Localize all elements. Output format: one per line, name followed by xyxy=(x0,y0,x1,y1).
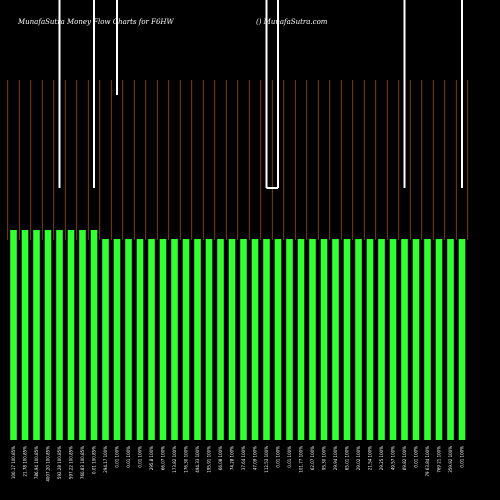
x-tick-label: 112.53 100% xyxy=(264,446,269,473)
x-tick-label: 0.01 100% xyxy=(126,446,131,468)
x-tick-label: 176.30 100% xyxy=(184,446,189,473)
x-tick-label: 0.01 100% xyxy=(460,446,465,468)
x-tick-label: 494.33 100% xyxy=(195,446,200,473)
x-tick-label: 0.01 100% xyxy=(115,446,120,468)
x-tick-label: 294.17 100% xyxy=(103,446,108,473)
bar xyxy=(10,230,17,440)
bar xyxy=(447,239,454,440)
x-tick-label: 49.57 100% xyxy=(391,446,396,470)
bar xyxy=(125,239,132,440)
x-tick-label: 0.01 100.85% xyxy=(92,446,97,474)
bar xyxy=(389,239,397,440)
x-tick-label: 47.09 100% xyxy=(253,446,258,470)
x-tick-label: 4007.20 100.85% xyxy=(46,446,51,482)
bar xyxy=(424,239,431,440)
bar xyxy=(343,239,351,440)
x-tick-label: 0.01 100% xyxy=(138,446,143,468)
bar xyxy=(79,230,86,440)
x-tick-label: 62.07 100% xyxy=(310,446,315,470)
bar xyxy=(412,239,420,440)
x-tick-label: 592.28 100.85% xyxy=(57,446,62,479)
x-tick-label: 66.07 100% xyxy=(161,446,166,470)
x-tick-label: 359.92 100% xyxy=(448,446,453,473)
bar xyxy=(67,230,75,440)
bar xyxy=(21,230,29,440)
bar xyxy=(33,230,40,440)
x-tick-label: 295.8 100% xyxy=(149,446,154,470)
bar xyxy=(171,239,178,440)
x-tick-label: 0.01 100% xyxy=(287,446,292,468)
x-tick-label: 37.64 100% xyxy=(241,446,246,470)
x-tick-label: 66.08 100% xyxy=(218,446,223,470)
x-tick-label: 769 21 100% xyxy=(437,446,442,473)
x-tick-label: 29.02 100% xyxy=(356,446,361,470)
x-tick-label: 760.83 100.85% xyxy=(80,446,85,479)
x-tick-label: 95.30 100% xyxy=(322,446,327,470)
bar xyxy=(159,239,167,440)
bar xyxy=(332,239,339,440)
chart-title: MunafaSutra Money Flow Charts for F6HW xyxy=(17,18,175,26)
bar xyxy=(435,239,443,440)
chart-subtitle: () MunafaSutra.com xyxy=(256,18,328,26)
bar xyxy=(366,239,374,440)
bar xyxy=(320,239,328,440)
bar xyxy=(113,239,121,440)
x-tick-label: 100.17 100.85% xyxy=(11,446,16,479)
x-tick-label: 101.77 100% xyxy=(299,446,304,473)
bar xyxy=(44,230,52,440)
bar xyxy=(56,230,63,440)
bar xyxy=(297,239,305,440)
bar xyxy=(90,230,98,440)
x-tick-label: 69.82 100% xyxy=(402,446,407,470)
bar xyxy=(136,239,144,440)
x-tick-label: 21.54 100% xyxy=(368,446,373,470)
bar xyxy=(286,239,293,440)
x-tick-label: 597.22 100.85% xyxy=(69,446,74,479)
x-tick-label: 21.78 100.85% xyxy=(23,446,28,477)
bar xyxy=(458,239,466,440)
x-tick-label: 786.94 100.85% xyxy=(34,446,39,479)
bar xyxy=(274,239,282,440)
x-tick-label: 79 63.84 100% xyxy=(425,446,430,477)
bar xyxy=(251,239,259,440)
bar xyxy=(378,239,385,440)
bar xyxy=(148,239,155,440)
bar xyxy=(102,239,109,440)
x-tick-label: 0.01 100% xyxy=(276,446,281,468)
x-tick-label: 173.82 100% xyxy=(172,446,177,473)
x-tick-label: 29.25 100% xyxy=(379,446,384,470)
x-tick-label: 195.91 100% xyxy=(207,446,212,473)
bar xyxy=(401,239,408,440)
x-tick-label: 74.28 100% xyxy=(230,446,235,470)
bar xyxy=(228,239,236,440)
x-tick-label: 0.01 100% xyxy=(414,446,419,468)
bar xyxy=(240,239,247,440)
bar xyxy=(205,239,213,440)
bar xyxy=(194,239,201,440)
x-tick-label: 65.01 100% xyxy=(345,446,350,470)
bar xyxy=(263,239,270,440)
bar xyxy=(217,239,224,440)
bar xyxy=(355,239,362,440)
bar xyxy=(309,239,316,440)
x-tick-label: 29.94 100% xyxy=(333,446,338,470)
bar xyxy=(182,239,190,440)
